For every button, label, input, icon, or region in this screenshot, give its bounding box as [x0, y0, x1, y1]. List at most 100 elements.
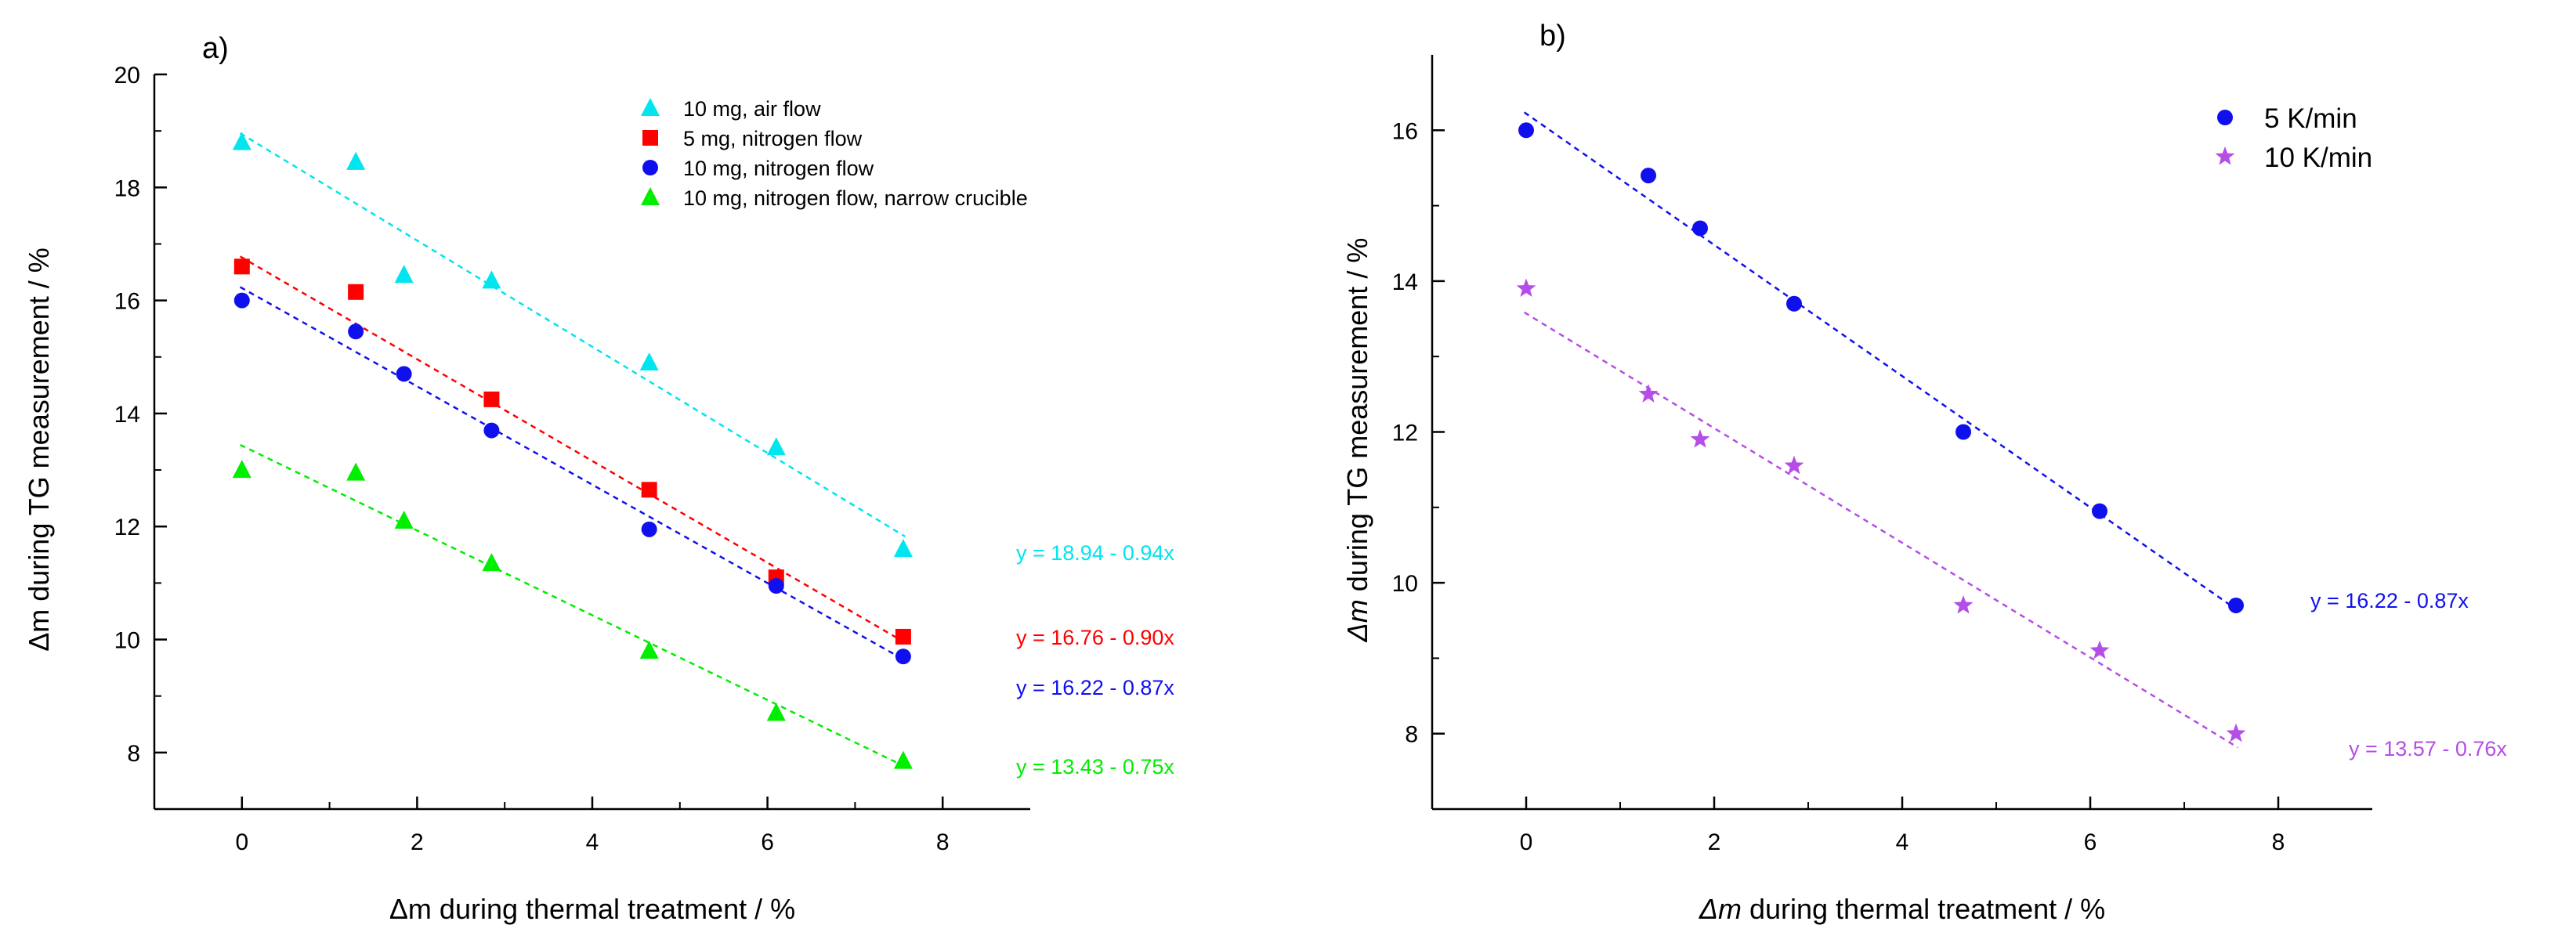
data-point — [233, 292, 250, 309]
data-point — [483, 391, 500, 407]
y-axis-title: Δm during TG measurement / % — [23, 247, 55, 652]
x-tick-label: 2 — [1708, 829, 1721, 855]
fit-line — [239, 132, 906, 537]
data-point — [394, 511, 414, 529]
data-point — [1638, 384, 1659, 403]
data-point — [1641, 168, 1656, 184]
data-point — [1518, 122, 1534, 139]
x-axis-title-symbol: Δm — [1699, 893, 1742, 925]
y-axis-title-symbol: Δm — [1341, 599, 1373, 642]
legend-label: 5 mg, nitrogen flow — [683, 127, 863, 150]
fit-line — [1523, 111, 2239, 612]
y-tick-label: 16 — [114, 289, 140, 315]
data-point — [232, 132, 251, 150]
x-tick-label: 0 — [235, 829, 248, 855]
data-point — [483, 422, 500, 439]
series-1: y = 16.76 - 0.90x — [233, 255, 1174, 649]
x-axis-title: Δm during thermal treatment / % — [389, 893, 795, 925]
fit-equation-label: y = 13.43 - 0.75x — [1016, 755, 1174, 779]
y-axis-title-text: during TG measurement / % — [23, 247, 55, 609]
legend-marker — [642, 130, 658, 146]
y-axis-title: Δm during TG measurement / % — [1341, 238, 1373, 643]
x-tick-label: 0 — [1520, 829, 1533, 855]
chart-b: 0 2 4 6 8 8 10 12 14 16 Δm during thermal treatmen… — [1341, 20, 2507, 925]
series-2: y = 16.22 - 0.87x — [233, 286, 1174, 699]
legend: 5 K/min 10 K/min — [2215, 103, 2372, 173]
y-tick-label: 8 — [127, 741, 140, 767]
data-point — [482, 553, 501, 572]
fit-line — [239, 286, 906, 662]
y-axis-title-text: during TG measurement / % — [1341, 238, 1373, 600]
data-point — [394, 265, 414, 284]
fit-equation-label: y = 16.76 - 0.90x — [1016, 626, 1174, 649]
data-point — [893, 750, 913, 769]
legend-label: 5 K/min — [2264, 103, 2357, 134]
y-tick-label: 20 — [114, 63, 140, 89]
data-point — [641, 482, 657, 498]
legend-label: 10 mg, air flow — [683, 97, 821, 121]
data-point — [232, 460, 251, 479]
x-axis-title-text: during thermal treatment / % — [432, 893, 795, 925]
data-point — [639, 640, 659, 659]
y-tick-label: 16 — [1392, 118, 1418, 144]
series-3: y = 13.43 - 0.75x — [232, 443, 1174, 779]
legend-marker — [2215, 146, 2235, 165]
data-point — [1692, 220, 1708, 237]
data-point — [1516, 278, 1536, 297]
data-point — [1690, 429, 1710, 448]
data-point — [895, 628, 911, 645]
x-tick-label: 6 — [2084, 829, 2097, 855]
x-axis-title-symbol: Δm — [389, 893, 432, 925]
series-0: y = 16.22 - 0.87x — [1518, 111, 2469, 613]
series-1: y = 13.57 - 0.76x — [1516, 278, 2507, 761]
legend-marker — [2217, 110, 2233, 125]
data-point — [2089, 640, 2110, 659]
data-point — [895, 649, 911, 665]
data-point — [768, 577, 784, 594]
data-point — [1786, 295, 1802, 312]
x-tick-label: 4 — [1896, 829, 1909, 855]
data-point — [482, 270, 501, 289]
data-point — [348, 284, 364, 300]
y-tick-label: 12 — [114, 515, 140, 540]
x-tick-label: 8 — [936, 829, 950, 855]
data-point — [641, 521, 657, 537]
fit-line — [1523, 311, 2239, 749]
legend-label: 10 K/min — [2264, 143, 2372, 173]
data-point — [2228, 597, 2244, 613]
chart-a: 0 2 4 6 8 8 10 12 14 16 18 20 Δm during thermal trea… — [23, 32, 1174, 925]
legend-marker — [642, 160, 658, 175]
fit-equation-label: y = 16.22 - 0.87x — [1016, 676, 1174, 699]
fit-line — [239, 255, 906, 644]
fit-equation-label: y = 18.94 - 0.94x — [1016, 541, 1174, 565]
x-tick-label: 2 — [411, 829, 424, 855]
x-axis-title: Δm during thermal treatment / % — [1699, 893, 2105, 925]
data-point — [396, 366, 412, 382]
data-point — [2092, 503, 2107, 519]
x-axis-title-text: during thermal treatment / % — [1742, 893, 2105, 925]
data-point — [346, 151, 366, 170]
data-point — [233, 258, 250, 275]
data-point — [893, 539, 913, 558]
data-point — [2226, 723, 2246, 742]
x-tick-label: 8 — [2272, 829, 2285, 855]
data-point — [766, 703, 786, 721]
data-point — [1784, 455, 1804, 475]
legend-marker — [641, 98, 660, 116]
x-tick-label: 4 — [586, 829, 599, 855]
y-tick-label: 18 — [114, 175, 140, 201]
fit-equation-label: y = 13.57 - 0.76x — [2349, 737, 2507, 761]
legend-marker — [641, 187, 660, 205]
data-point — [348, 323, 364, 340]
series-0: y = 18.94 - 0.94x — [232, 132, 1174, 565]
data-point — [766, 437, 786, 456]
data-point — [346, 462, 366, 481]
data-point — [639, 352, 659, 370]
y-axis-title-symbol: Δm — [23, 609, 55, 652]
y-tick-label: 10 — [1392, 571, 1418, 597]
panel-label: b) — [1539, 20, 1566, 52]
y-tick-label: 12 — [1392, 421, 1418, 446]
legend: 10 mg, air flow 5 mg, nitrogen flow 10 mg,… — [641, 97, 1028, 210]
panel-label: a) — [202, 32, 229, 65]
